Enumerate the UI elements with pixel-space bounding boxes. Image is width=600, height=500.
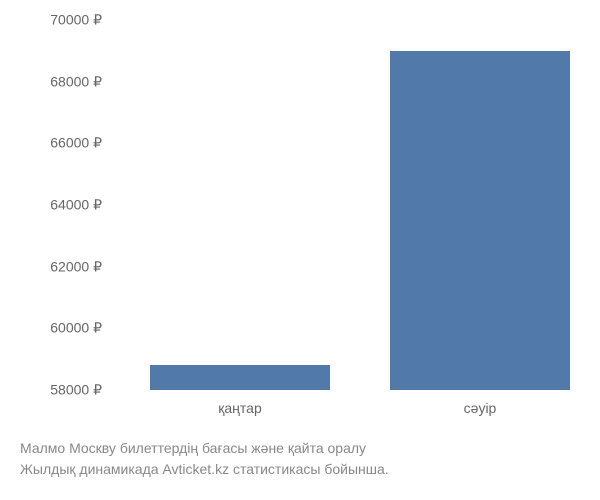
y-tick-label: 68000 ₽ (50, 73, 102, 90)
plot-area (90, 20, 580, 390)
x-tick-label: сәуір (464, 400, 497, 416)
x-tick-label: қаңтар (218, 400, 261, 416)
y-tick-label: 64000 ₽ (50, 197, 102, 214)
y-tick-label: 70000 ₽ (50, 12, 102, 29)
y-tick-label: 66000 ₽ (50, 135, 102, 152)
caption-line-1: Малмо Москву билеттердің бағасы және қай… (20, 438, 389, 459)
bar-april (390, 51, 570, 390)
caption-line-2: Жылдық динамикада Avticket.kz статистика… (20, 459, 389, 480)
bar-january (150, 365, 330, 390)
chart-container: 58000 ₽ 60000 ₽ 62000 ₽ 64000 ₽ 66000 ₽ 68000… (0, 0, 600, 500)
y-tick-label: 60000 ₽ (50, 320, 102, 337)
y-tick-label: 62000 ₽ (50, 258, 102, 275)
y-tick-label: 58000 ₽ (50, 382, 102, 399)
chart-caption: Малмо Москву билеттердің бағасы және қай… (20, 438, 389, 480)
